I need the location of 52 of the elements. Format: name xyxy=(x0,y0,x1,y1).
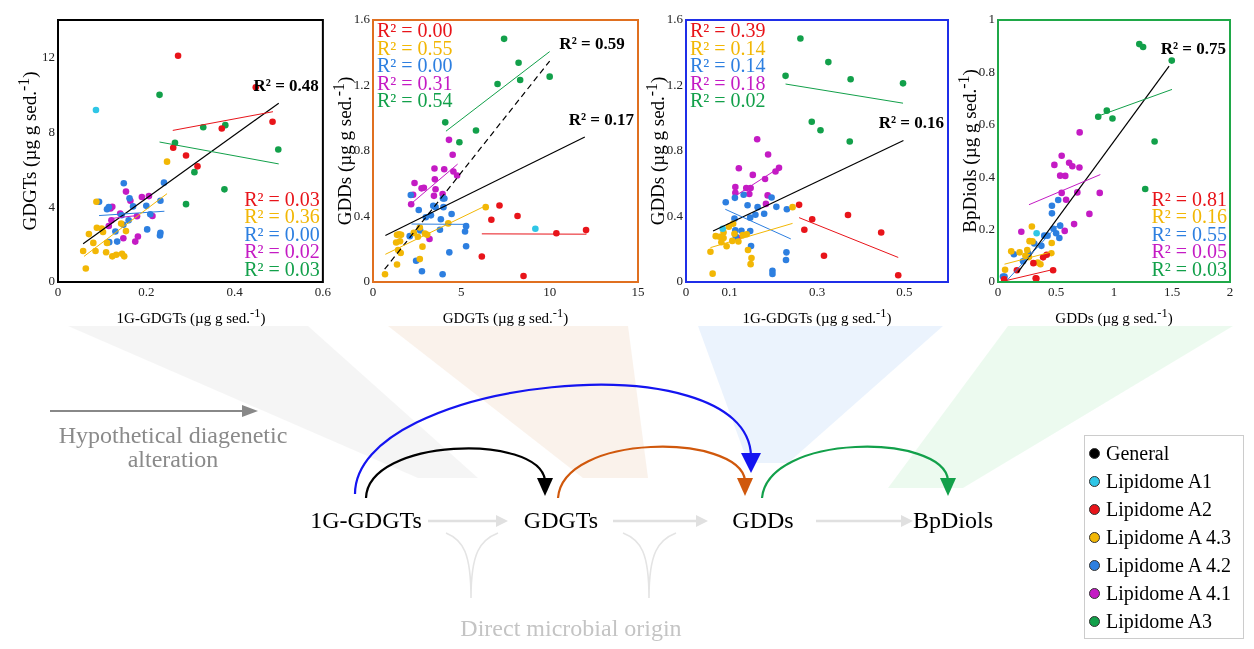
text: GDDs xyxy=(731,507,795,533)
category-label: Lipidome A2 xyxy=(1106,497,1213,521)
y-tick-label: 1.6 xyxy=(353,11,371,27)
series-label: R² = 0.16 xyxy=(878,113,944,133)
y-tick-label: 8 xyxy=(48,123,55,139)
x-axis-title: GDGTs (µg g sed.$^{-1}$) xyxy=(441,306,570,327)
x-tick-label: 0.4 xyxy=(226,284,244,300)
x-tick-label: 0.6 xyxy=(314,284,332,300)
x-axis-title: 1G-GDGTs (µg g sed.$^{-1}$) xyxy=(115,306,267,327)
y-tick-label: 4 xyxy=(48,198,56,214)
x-tick-label: 2 xyxy=(1226,284,1234,300)
y-tick-label: 0 xyxy=(988,273,995,289)
text: 1G-GDGTs xyxy=(309,507,423,533)
series-label: R² = 0.17 xyxy=(568,109,635,129)
y-tick-label: 1.6 xyxy=(666,11,684,27)
x-axis-title: GDDs (µg g sed.$^{-1}$) xyxy=(1054,306,1174,327)
series-label: R² = 0.75 xyxy=(1160,39,1226,58)
y-tick-label: 0.8 xyxy=(666,142,683,158)
y-tick-label: 0.8 xyxy=(353,142,370,158)
category-label: Lipidome A1 xyxy=(1106,469,1213,493)
text: Direct microbial origin xyxy=(459,615,683,641)
y-tick-label: 12 xyxy=(42,48,55,64)
x-tick-label: 0.3 xyxy=(808,284,826,300)
category-label: General xyxy=(1106,441,1170,465)
series-label: R² = 0.48 xyxy=(253,76,319,96)
y-tick-label: 1 xyxy=(988,11,995,27)
y-tick-label: 0.4 xyxy=(353,207,371,223)
x-tick-label: 0.5 xyxy=(1047,284,1065,300)
text: BpDiols xyxy=(912,507,994,533)
x-tick-label: 1.5 xyxy=(1163,284,1181,300)
category-label: Lipidome A 4.1 xyxy=(1106,581,1231,605)
text: GDGTs xyxy=(522,507,600,533)
y-tick-label: 0.8 xyxy=(978,63,995,79)
y-tick-label: 0.2 xyxy=(978,221,995,237)
x-tick-label: 0.1 xyxy=(721,284,738,300)
category-label: Lipidome A3 xyxy=(1106,609,1213,633)
x-tick-label: 10 xyxy=(543,284,557,300)
text: Hypothetical diagenetic alteration xyxy=(57,422,289,472)
y-tick-label: 0 xyxy=(676,273,683,289)
y-tick-label: 0.4 xyxy=(978,168,996,184)
x-tick-label: 0.2 xyxy=(138,284,155,300)
x-tick-label: 1 xyxy=(1110,284,1118,300)
x-axis-title: 1G-GDGTs (µg g sed.$^{-1}$) xyxy=(741,306,893,327)
y-tick-label: 0 xyxy=(363,273,370,289)
y-tick-label: 0 xyxy=(48,273,55,289)
x-tick-label: 0.5 xyxy=(896,284,913,300)
category-label: Lipidome A 4.3 xyxy=(1106,525,1231,549)
x-tick-label: 15 xyxy=(631,284,645,300)
x-tick-label: 5 xyxy=(458,284,465,300)
series-label: R² = 0.59 xyxy=(559,33,625,53)
category-label: Lipidome A 4.2 xyxy=(1106,553,1231,577)
y-tick-label: 0.4 xyxy=(666,207,684,223)
